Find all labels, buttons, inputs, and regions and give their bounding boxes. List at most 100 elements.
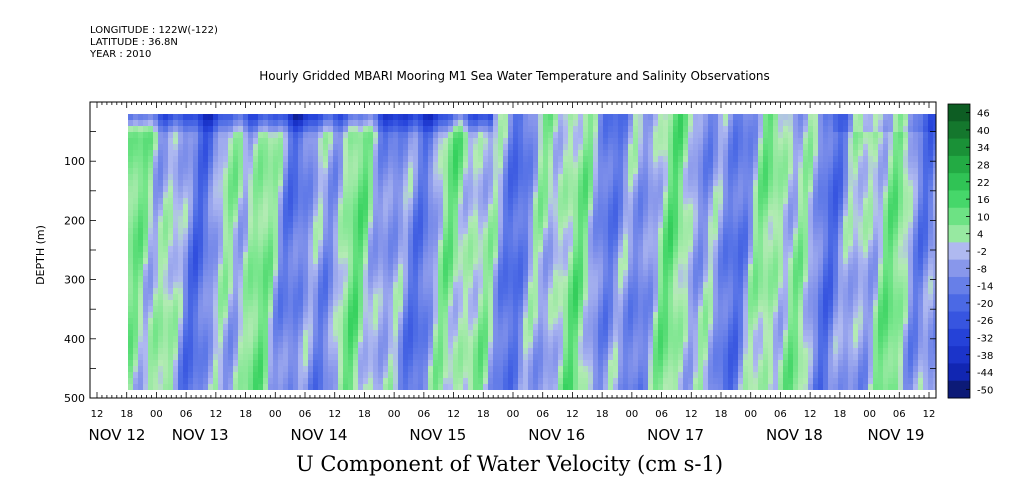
- heatmap-cell: [173, 324, 179, 331]
- heatmap-cell: [643, 210, 649, 217]
- heatmap-cell: [388, 372, 394, 379]
- heatmap-cell: [188, 240, 194, 247]
- heatmap-cell: [653, 114, 659, 121]
- heatmap-cell: [533, 252, 539, 259]
- heatmap-cell: [138, 210, 144, 217]
- heatmap-cell: [548, 336, 554, 343]
- heatmap-cell: [288, 378, 294, 385]
- heatmap-cell: [388, 252, 394, 259]
- heatmap-cell: [268, 348, 274, 355]
- heatmap-cell: [223, 186, 229, 193]
- heatmap-cell: [493, 246, 499, 253]
- heatmap-cell: [643, 198, 649, 205]
- heatmap-cell: [208, 276, 214, 283]
- heatmap-cell: [188, 330, 194, 337]
- heatmap-cell: [163, 348, 169, 355]
- heatmap-cell: [503, 126, 509, 133]
- heatmap-cell: [518, 168, 524, 175]
- heatmap-cell: [618, 318, 624, 325]
- heatmap-cell: [263, 204, 269, 211]
- heatmap-cell: [493, 312, 499, 319]
- heatmap-cell: [253, 162, 259, 169]
- heatmap-cell: [558, 372, 564, 379]
- heatmap-cell: [213, 150, 219, 157]
- heatmap-cell: [663, 330, 669, 337]
- heatmap-cell: [643, 300, 649, 307]
- heatmap-cell: [318, 228, 324, 235]
- heatmap-cell: [178, 294, 184, 301]
- heatmap-cell: [653, 132, 659, 139]
- heatmap-cell: [428, 168, 434, 175]
- heatmap-cell: [608, 234, 614, 241]
- heatmap-cell: [533, 240, 539, 247]
- heatmap-cell: [583, 162, 589, 169]
- heatmap-cell: [588, 228, 594, 235]
- heatmap-cell: [328, 138, 334, 145]
- heatmap-cell: [648, 282, 654, 289]
- heatmap-cell: [403, 360, 409, 367]
- heatmap-cell: [288, 204, 294, 211]
- heatmap-cell: [318, 162, 324, 169]
- heatmap-cell: [398, 282, 404, 289]
- heatmap-cell: [483, 198, 489, 205]
- heatmap-cell: [513, 258, 519, 265]
- heatmap-cell: [133, 348, 139, 355]
- heatmap-cell: [133, 342, 139, 349]
- heatmap-cell: [393, 294, 399, 301]
- heatmap-cell: [463, 342, 469, 349]
- heatmap-cell: [443, 234, 449, 241]
- heatmap-cell: [623, 360, 629, 367]
- heatmap-cell: [393, 330, 399, 337]
- heatmap-cell: [338, 300, 344, 307]
- heatmap-cell: [188, 348, 194, 355]
- heatmap-cell: [348, 168, 354, 175]
- heatmap-cell: [338, 294, 344, 301]
- heatmap-cell: [228, 240, 234, 247]
- heatmap-cell: [308, 318, 314, 325]
- heatmap-cell: [253, 258, 259, 265]
- heatmap-cell: [268, 384, 274, 390]
- heatmap-cell: [268, 228, 274, 235]
- heatmap-cell: [483, 162, 489, 169]
- heatmap-cell: [168, 132, 174, 139]
- heatmap-cell: [483, 132, 489, 139]
- heatmap-cell: [158, 384, 164, 390]
- heatmap-cell: [373, 366, 379, 373]
- heatmap-cell: [568, 372, 574, 379]
- heatmap-cell: [203, 162, 209, 169]
- heatmap-cell: [363, 222, 369, 229]
- heatmap-cell: [553, 252, 559, 259]
- heatmap-cell: [243, 318, 249, 325]
- heatmap-cell: [443, 318, 449, 325]
- heatmap-cell: [243, 282, 249, 289]
- heatmap-cell: [553, 306, 559, 313]
- heatmap-cell: [268, 246, 274, 253]
- heatmap-cell: [608, 384, 614, 390]
- heatmap-cell: [523, 276, 529, 283]
- heatmap-cell: [603, 336, 609, 343]
- heatmap-cell: [218, 198, 224, 205]
- heatmap-cell: [528, 264, 534, 271]
- heatmap-cell: [413, 330, 419, 337]
- heatmap-cell: [383, 324, 389, 331]
- heatmap-cell: [493, 186, 499, 193]
- heatmap-cell: [443, 114, 449, 121]
- heatmap-cell: [613, 384, 619, 390]
- heatmap-cell: [323, 330, 329, 337]
- heatmap-cell: [613, 216, 619, 223]
- heatmap-cell: [473, 132, 479, 139]
- heatmap-cell: [288, 294, 294, 301]
- heatmap-cell: [608, 306, 614, 313]
- heatmap-cell: [513, 294, 519, 301]
- heatmap-cell: [343, 234, 349, 241]
- heatmap-cell: [298, 378, 304, 385]
- heatmap-cell: [238, 114, 244, 121]
- heatmap-cell: [628, 168, 634, 175]
- heatmap-cell: [358, 384, 364, 390]
- heatmap-cell: [388, 210, 394, 217]
- heatmap-cell: [618, 258, 624, 265]
- heatmap-cell: [243, 276, 249, 283]
- heatmap-cell: [238, 204, 244, 211]
- heatmap-cell: [458, 372, 464, 379]
- heatmap-cell: [608, 348, 614, 355]
